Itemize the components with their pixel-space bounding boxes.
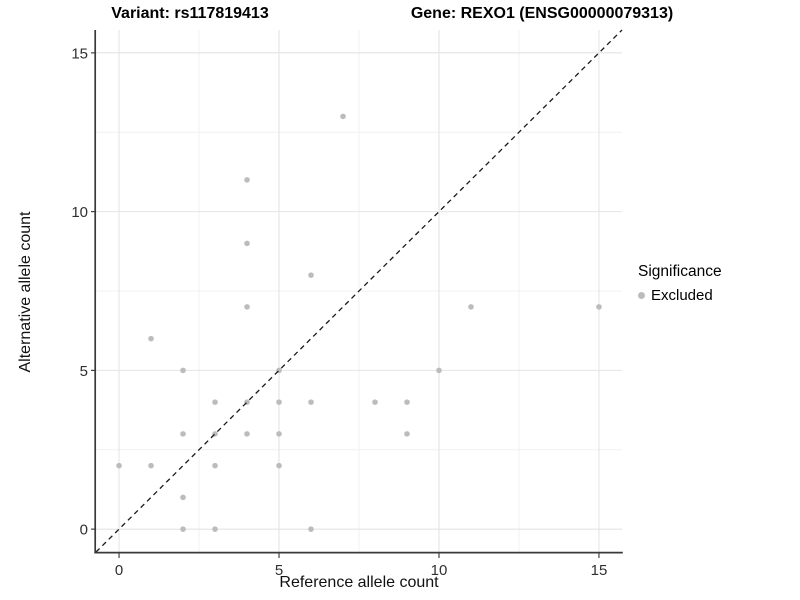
x-tick-label: 5 (275, 562, 283, 579)
y-tick-label: 5 (80, 363, 88, 380)
data-point (244, 304, 250, 310)
data-point (404, 431, 410, 437)
x-tick-label: 0 (115, 562, 123, 579)
x-tick-label: 10 (431, 562, 448, 579)
legend: Significance Excluded (638, 263, 722, 304)
y-tick-label: 0 (80, 522, 88, 539)
y-axis-title: Alternative allele count (17, 211, 34, 373)
data-points (116, 113, 602, 532)
data-point (180, 431, 186, 437)
data-point (596, 304, 602, 310)
data-point (244, 177, 250, 183)
axis-lines (94, 30, 623, 554)
tick-labels: 0 5 10 15 0 5 10 15 (71, 45, 607, 579)
data-point (244, 240, 250, 247)
legend-entry-label: Excluded (651, 287, 713, 304)
data-point (116, 462, 122, 469)
data-point (148, 462, 154, 469)
data-point (180, 494, 186, 501)
data-point (212, 462, 218, 469)
legend-point-icon (638, 292, 645, 299)
legend-title: Significance (638, 263, 722, 280)
data-point (436, 367, 442, 374)
data-point (468, 304, 474, 310)
data-point (308, 399, 314, 405)
data-point (180, 367, 186, 374)
data-point (180, 526, 186, 532)
title-variant: Variant: rs117819413 (111, 5, 269, 22)
data-point (372, 399, 378, 405)
x-tick-label: 15 (591, 562, 608, 579)
data-point (276, 462, 282, 469)
grid-minor (96, 30, 622, 552)
x-axis-title: Reference allele count (279, 574, 439, 591)
tick-marks (91, 52, 600, 558)
data-point (148, 335, 154, 342)
identity-line (95, 29, 623, 553)
data-point (340, 113, 346, 120)
data-point (404, 399, 410, 405)
data-point (276, 431, 282, 437)
y-tick-label: 15 (71, 45, 88, 62)
legend-entry-excluded: Excluded (638, 287, 722, 304)
data-point (244, 431, 250, 437)
data-point (212, 526, 218, 532)
title-gene: Gene: REXO1 (ENSG00000079313) (410, 5, 674, 22)
data-point (212, 399, 218, 405)
y-tick-label: 10 (71, 204, 88, 221)
data-point (276, 399, 282, 405)
data-point (308, 272, 314, 278)
data-point (308, 526, 314, 532)
